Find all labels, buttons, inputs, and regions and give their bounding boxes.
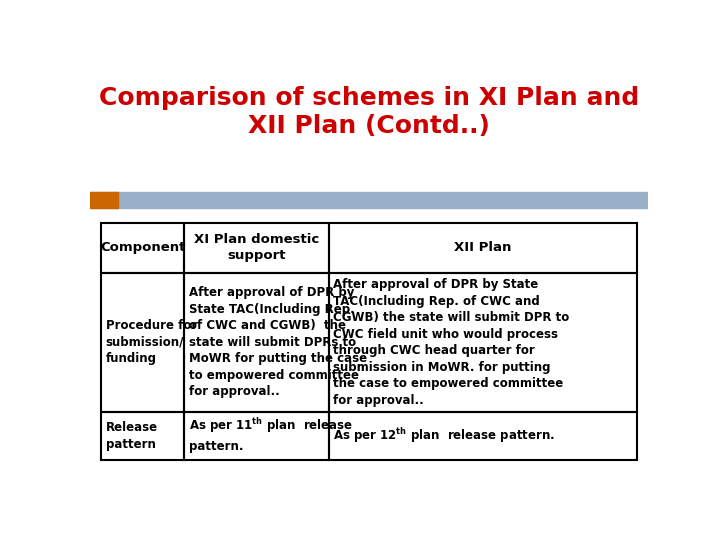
Text: After approval of DPR by
State TAC(Including Rep.
of CWC and CGWB)  the
state wi: After approval of DPR by State TAC(Inclu…: [189, 286, 366, 399]
Text: XI Plan domestic
support: XI Plan domestic support: [194, 233, 319, 262]
Bar: [90, 192, 118, 208]
Text: XII Plan: XII Plan: [454, 241, 511, 254]
Text: As per 12$^{\mathregular{th}}$ plan  release pattern.: As per 12$^{\mathregular{th}}$ plan rele…: [333, 427, 555, 446]
Text: pattern.: pattern.: [189, 440, 243, 453]
Text: After approval of DPR by State
TAC(Including Rep. of CWC and
CGWB) the state wil: After approval of DPR by State TAC(Inclu…: [333, 278, 570, 407]
Bar: [90, 192, 648, 208]
Text: Component: Component: [100, 241, 185, 254]
Text: Release
pattern: Release pattern: [106, 421, 158, 451]
Text: As per 11$^{\mathregular{th}}$ plan  release: As per 11$^{\mathregular{th}}$ plan rele…: [189, 416, 353, 435]
Text: Comparison of schemes in XI Plan and
XII Plan (Contd..): Comparison of schemes in XI Plan and XII…: [99, 85, 639, 138]
Text: Procedure for
submission/
funding: Procedure for submission/ funding: [106, 319, 197, 366]
